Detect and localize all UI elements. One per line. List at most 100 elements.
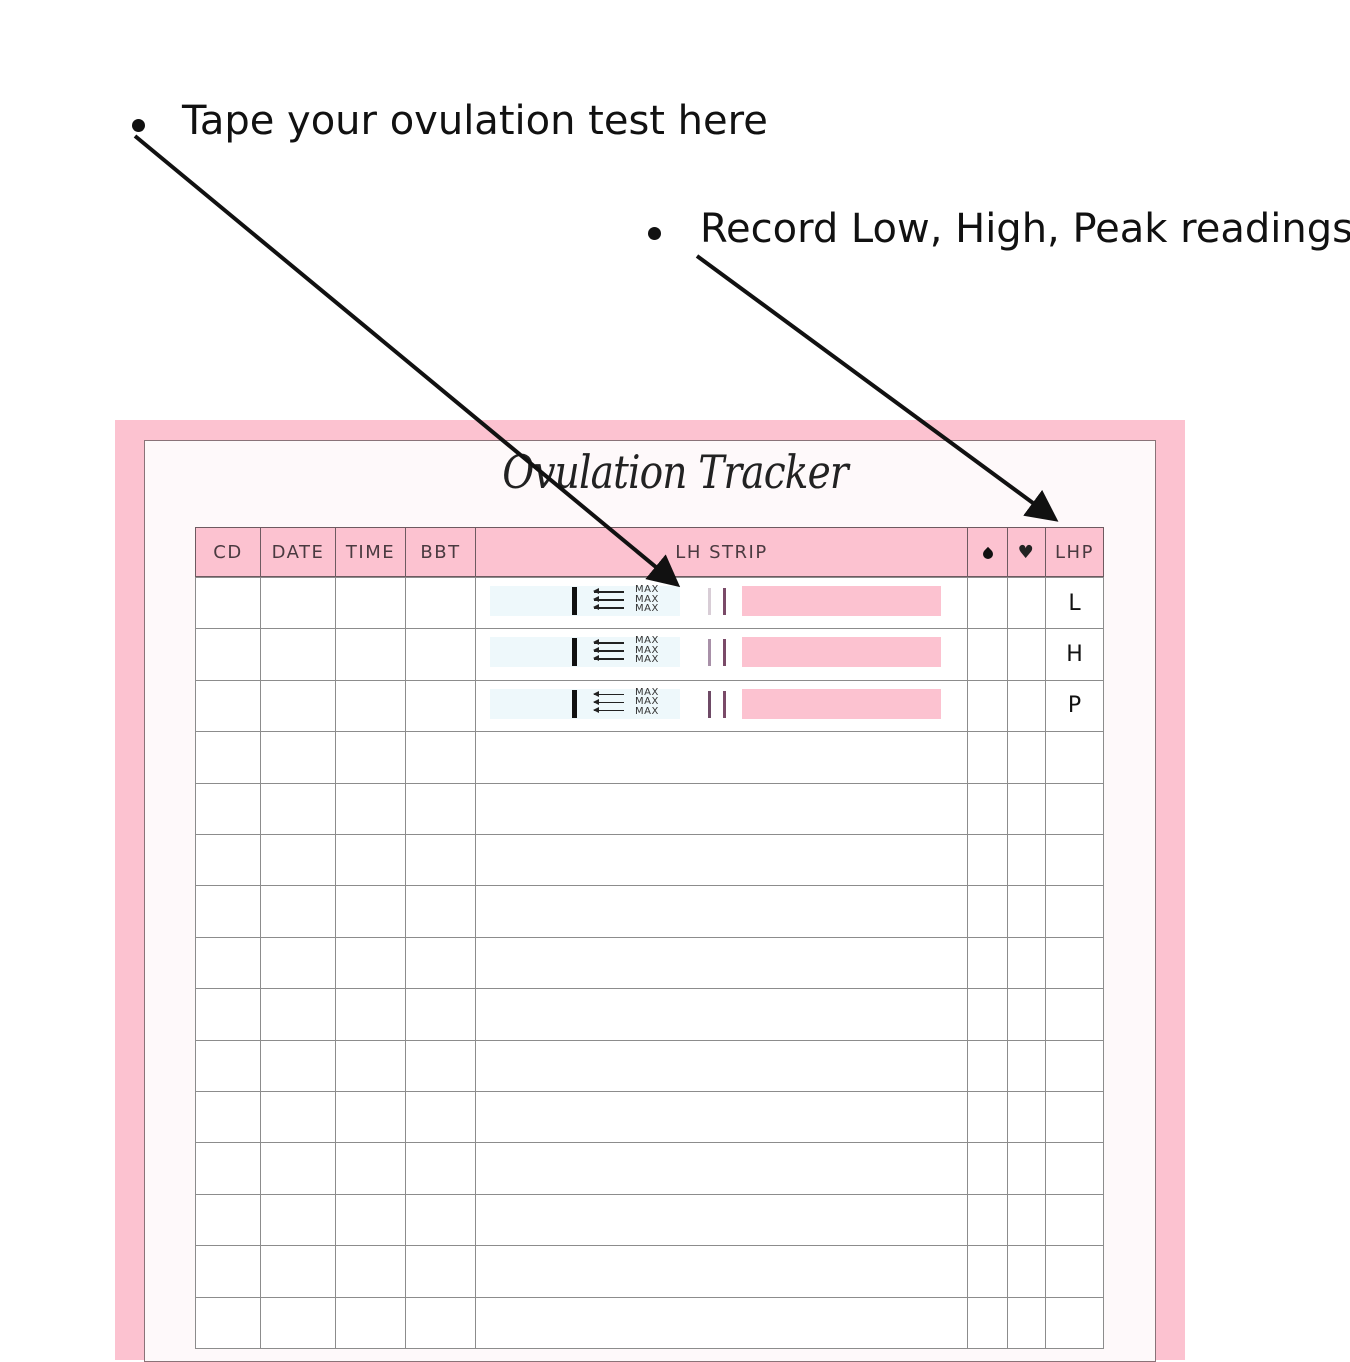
- cell-drop[interactable]: [967, 679, 1008, 733]
- cell-heart[interactable]: [1007, 885, 1046, 938]
- cell-bbt[interactable]: [405, 1296, 476, 1349]
- cell-drop[interactable]: [967, 1245, 1008, 1298]
- cell-bbt[interactable]: [405, 1039, 476, 1092]
- cell-date[interactable]: [260, 1039, 336, 1092]
- cell-lh-strip[interactable]: [475, 1245, 968, 1298]
- cell-date[interactable]: [260, 679, 336, 733]
- cell-date[interactable]: [260, 1091, 336, 1144]
- cell-time[interactable]: [335, 782, 406, 835]
- cell-drop[interactable]: [967, 1142, 1008, 1195]
- cell-bbt[interactable]: [405, 988, 476, 1041]
- cell-cd[interactable]: [195, 782, 261, 835]
- cell-drop[interactable]: [967, 1296, 1008, 1349]
- cell-date[interactable]: [260, 1193, 336, 1247]
- cell-lh-strip[interactable]: [475, 885, 968, 938]
- cell-cd[interactable]: [195, 988, 261, 1041]
- cell-time[interactable]: [335, 1193, 406, 1247]
- cell-drop[interactable]: [967, 731, 1008, 784]
- cell-heart[interactable]: [1007, 834, 1046, 887]
- cell-lh-strip[interactable]: MAX MAX MAX: [475, 628, 968, 681]
- cell-lhp[interactable]: [1045, 1091, 1104, 1144]
- cell-lhp[interactable]: [1045, 1039, 1104, 1092]
- cell-lhp[interactable]: [1045, 782, 1104, 835]
- cell-date[interactable]: [260, 885, 336, 938]
- cell-date[interactable]: [260, 782, 336, 835]
- cell-lhp[interactable]: H: [1045, 628, 1104, 681]
- cell-cd[interactable]: [195, 679, 261, 733]
- cell-lh-strip[interactable]: [475, 1039, 968, 1092]
- cell-bbt[interactable]: [405, 1245, 476, 1298]
- cell-drop[interactable]: [967, 1091, 1008, 1144]
- cell-bbt[interactable]: [405, 731, 476, 784]
- cell-cd[interactable]: [195, 1245, 261, 1298]
- cell-lh-strip[interactable]: [475, 1142, 968, 1195]
- cell-time[interactable]: [335, 577, 406, 630]
- cell-lh-strip[interactable]: [475, 1296, 968, 1349]
- cell-time[interactable]: [335, 1091, 406, 1144]
- cell-time[interactable]: [335, 988, 406, 1041]
- cell-lh-strip[interactable]: [475, 988, 968, 1041]
- cell-lhp[interactable]: [1045, 1193, 1104, 1247]
- cell-bbt[interactable]: [405, 834, 476, 887]
- cell-lh-strip[interactable]: [475, 782, 968, 835]
- cell-cd[interactable]: [195, 1039, 261, 1092]
- cell-heart[interactable]: [1007, 1193, 1046, 1247]
- cell-time[interactable]: [335, 628, 406, 681]
- cell-lh-strip[interactable]: MAX MAX MAX: [475, 577, 968, 630]
- cell-bbt[interactable]: [405, 577, 476, 630]
- cell-heart[interactable]: [1007, 782, 1046, 835]
- cell-time[interactable]: [335, 1296, 406, 1349]
- cell-lh-strip[interactable]: [475, 1193, 968, 1247]
- cell-lhp[interactable]: [1045, 885, 1104, 938]
- cell-lhp[interactable]: [1045, 936, 1104, 990]
- cell-lhp[interactable]: L: [1045, 577, 1104, 630]
- cell-bbt[interactable]: [405, 1142, 476, 1195]
- cell-drop[interactable]: [967, 628, 1008, 681]
- cell-heart[interactable]: [1007, 679, 1046, 733]
- cell-drop[interactable]: [967, 577, 1008, 630]
- cell-heart[interactable]: [1007, 936, 1046, 990]
- cell-lhp[interactable]: P: [1045, 679, 1104, 733]
- cell-time[interactable]: [335, 731, 406, 784]
- cell-cd[interactable]: [195, 1142, 261, 1195]
- cell-bbt[interactable]: [405, 679, 476, 733]
- cell-cd[interactable]: [195, 577, 261, 630]
- cell-time[interactable]: [335, 1039, 406, 1092]
- cell-bbt[interactable]: [405, 885, 476, 938]
- cell-lhp[interactable]: [1045, 731, 1104, 784]
- cell-cd[interactable]: [195, 628, 261, 681]
- cell-cd[interactable]: [195, 936, 261, 990]
- cell-drop[interactable]: [967, 782, 1008, 835]
- cell-lhp[interactable]: [1045, 1296, 1104, 1349]
- cell-time[interactable]: [335, 834, 406, 887]
- cell-heart[interactable]: [1007, 1091, 1046, 1144]
- cell-lh-strip[interactable]: [475, 834, 968, 887]
- cell-heart[interactable]: [1007, 628, 1046, 681]
- cell-date[interactable]: [260, 936, 336, 990]
- cell-cd[interactable]: [195, 885, 261, 938]
- cell-cd[interactable]: [195, 1296, 261, 1349]
- cell-cd[interactable]: [195, 1091, 261, 1144]
- cell-drop[interactable]: [967, 988, 1008, 1041]
- cell-cd[interactable]: [195, 1193, 261, 1247]
- cell-drop[interactable]: [967, 936, 1008, 990]
- cell-date[interactable]: [260, 1142, 336, 1195]
- cell-lh-strip[interactable]: [475, 1091, 968, 1144]
- cell-time[interactable]: [335, 679, 406, 733]
- cell-heart[interactable]: [1007, 1142, 1046, 1195]
- cell-date[interactable]: [260, 988, 336, 1041]
- cell-drop[interactable]: [967, 1039, 1008, 1092]
- cell-date[interactable]: [260, 577, 336, 630]
- cell-cd[interactable]: [195, 731, 261, 784]
- cell-bbt[interactable]: [405, 1193, 476, 1247]
- cell-heart[interactable]: [1007, 1296, 1046, 1349]
- cell-lhp[interactable]: [1045, 1245, 1104, 1298]
- cell-lhp[interactable]: [1045, 1142, 1104, 1195]
- cell-drop[interactable]: [967, 885, 1008, 938]
- cell-heart[interactable]: [1007, 1245, 1046, 1298]
- cell-heart[interactable]: [1007, 577, 1046, 630]
- cell-date[interactable]: [260, 1296, 336, 1349]
- cell-bbt[interactable]: [405, 782, 476, 835]
- cell-date[interactable]: [260, 628, 336, 681]
- cell-heart[interactable]: [1007, 988, 1046, 1041]
